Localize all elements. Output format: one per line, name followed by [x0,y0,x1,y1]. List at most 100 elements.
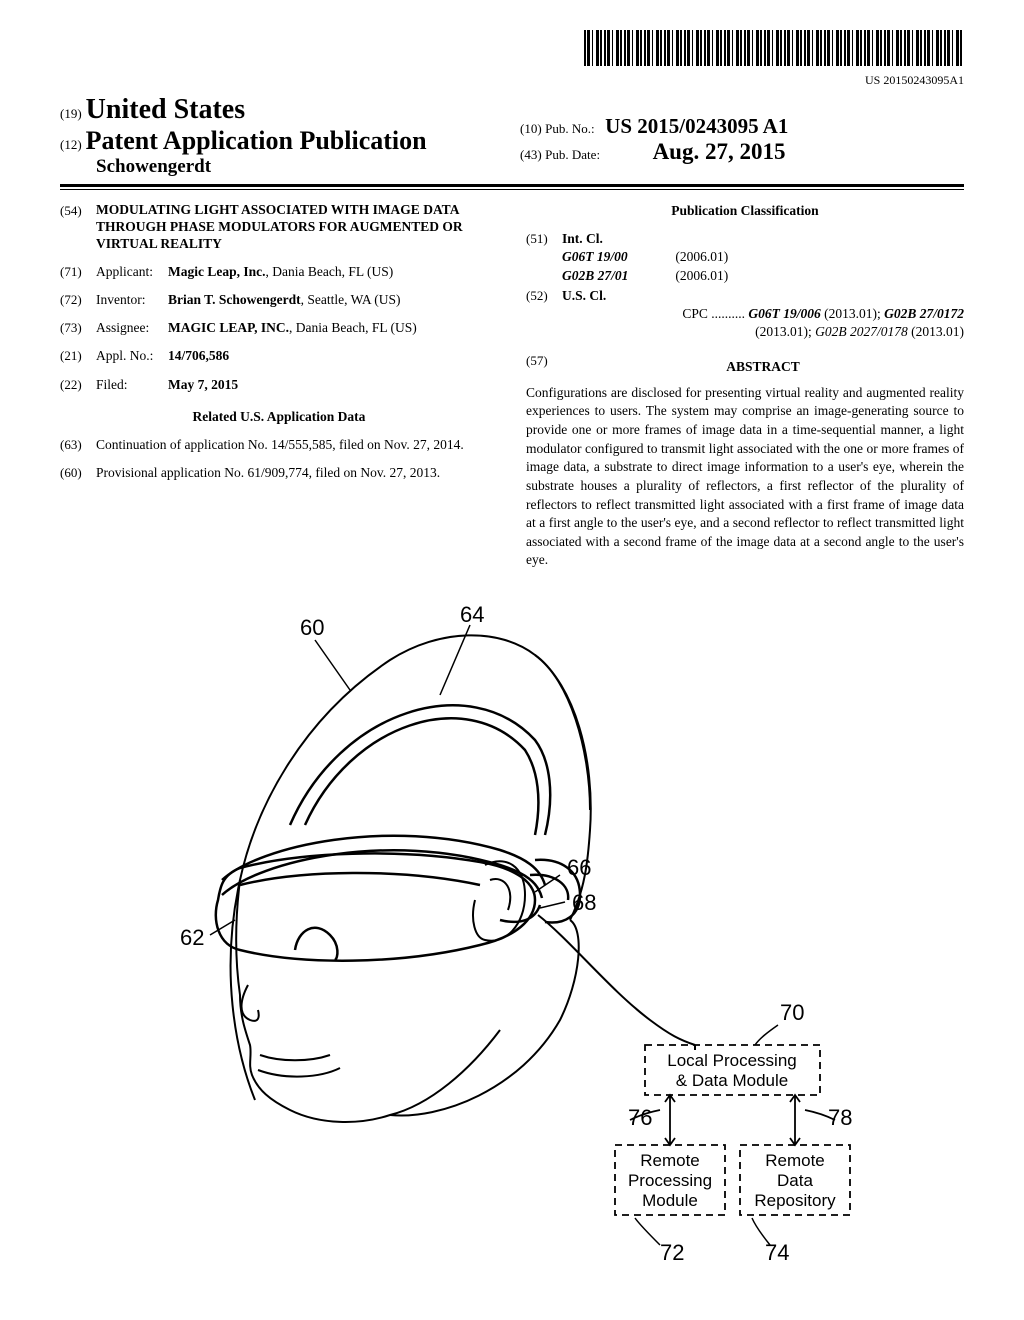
field-71: (71) Applicant: Magic Leap, Inc., Dania … [60,263,498,281]
box-remote-data: Remote Data Repository [740,1145,850,1215]
lp-line1: Local Processing [667,1051,796,1070]
cpc-prefix: CPC .......... [682,306,745,321]
pubno-line: (10) Pub. No.: US 2015/0243095 A1 [520,114,788,139]
cpc-3: G02B 2027/0178 [815,324,908,339]
applicant-rest: , Dania Beach, FL (US) [266,264,394,279]
filed-label: Filed: [96,376,168,394]
cpc-1: G06T 19/006 [748,306,820,321]
field-63: (63) Continuation of application No. 14/… [60,436,498,454]
barcode-text: US 20150243095A1 [60,73,964,88]
callout-60: 60 [300,615,324,640]
assignee-value: MAGIC LEAP, INC., Dania Beach, FL (US) [168,319,498,337]
cpc-2: G02B 27/0172 [884,306,964,321]
publication-type: Patent Application Publication [86,126,427,155]
barcode-graphic [584,30,964,66]
pubno-value: US 2015/0243095 A1 [605,114,788,138]
code-54: (54) [60,202,96,253]
left-column: (54) MODULATING LIGHT ASSOCIATED WITH IM… [60,202,498,570]
code-51: (51) [526,230,562,285]
code-57: (57) [526,352,562,384]
intcl-label: Int. Cl. [562,231,603,246]
field-60: (60) Provisional application No. 61/909,… [60,464,498,482]
abstract-header: ABSTRACT [562,358,964,376]
code-60: (60) [60,464,96,482]
callout-76: 76 [628,1105,652,1130]
author-name: Schowengerdt [60,156,964,178]
filed-bold: May 7, 2015 [168,377,238,392]
cpc-3v: (2013.01) [911,324,964,339]
country-line: (19) United States [60,94,964,126]
invention-title: MODULATING LIGHT ASSOCIATED WITH IMAGE D… [96,202,498,253]
code-19: (19) [60,106,82,121]
intcl-ver-1: (2006.01) [675,268,728,283]
abstract-text: Configurations are disclosed for present… [526,384,964,570]
code-71: (71) [60,263,96,281]
code-43: (43) [520,147,542,162]
rp-line2: Processing [628,1171,712,1190]
code-73: (73) [60,319,96,337]
assignee-rest: , Dania Beach, FL (US) [289,320,417,335]
box-remote-processing: Remote Processing Module [615,1145,725,1215]
callout-66: 66 [567,855,591,880]
cpc-1v: (2013.01); [824,306,881,321]
figure-svg: 60 64 62 66 68 70 76 78 72 74 Local [140,600,920,1280]
pubclass-header: Publication Classification [526,202,964,220]
head-outline [231,635,591,1122]
rule-thick [60,184,964,187]
applno-label: Appl. No.: [96,347,168,365]
intcl-code-0: G06T 19/00 [562,248,672,266]
rp-line3: Module [642,1191,698,1210]
pubdate-value: Aug. 27, 2015 [653,139,786,164]
applno-bold: 14/706,586 [168,348,229,363]
applno-value: 14/706,586 [168,347,498,365]
cpc-line-1: CPC .......... G06T 19/006 (2013.01); G0… [562,305,964,323]
code-52: (52) [526,287,562,342]
code-12: (12) [60,137,82,152]
lp-line2: & Data Module [676,1071,788,1090]
field-54: (54) MODULATING LIGHT ASSOCIATED WITH IM… [60,202,498,253]
leader-lines [210,625,565,935]
inventor-label: Inventor: [96,291,168,309]
connectors [630,1095,835,1145]
continuation-text: Continuation of application No. 14/555,5… [96,436,498,454]
leaders-72-74 [635,1218,770,1245]
patent-figure: 60 64 62 66 68 70 76 78 72 74 Local [140,600,920,1280]
rd-line1: Remote [765,1151,825,1170]
headset-outline [216,705,580,960]
code-22: (22) [60,376,96,394]
barcode-block: US 20150243095A1 [60,30,964,88]
filed-value: May 7, 2015 [168,376,498,394]
cpc-2v: (2013.01); [755,324,812,339]
applicant-name: Magic Leap, Inc. [168,264,266,279]
biblio-columns: (54) MODULATING LIGHT ASSOCIATED WITH IM… [60,202,964,570]
country-name: United States [86,94,245,125]
uscl-label: U.S. Cl. [562,288,606,303]
pubtype-line: (12) Patent Application Publication [60,126,964,156]
field-72: (72) Inventor: Brian T. Schowengerdt, Se… [60,291,498,309]
callout-68: 68 [572,890,596,915]
assignee-label: Assignee: [96,319,168,337]
tether-line [538,915,695,1050]
inventor-value: Brian T. Schowengerdt, Seattle, WA (US) [168,291,498,309]
code-21: (21) [60,347,96,365]
field-57: (57) ABSTRACT [526,352,964,384]
cpc-line-2: (2013.01); G02B 2027/0178 (2013.01) [562,323,964,341]
field-73: (73) Assignee: MAGIC LEAP, INC., Dania B… [60,319,498,337]
code-63: (63) [60,436,96,454]
header-right: (10) Pub. No.: US 2015/0243095 A1 (43) P… [520,114,788,165]
figure-callouts: 60 64 62 66 68 70 76 78 72 74 [180,602,852,1265]
field-21: (21) Appl. No.: 14/706,586 [60,347,498,365]
field-22: (22) Filed: May 7, 2015 [60,376,498,394]
assignee-name: MAGIC LEAP, INC. [168,320,289,335]
applicant-label: Applicant: [96,263,168,281]
inventor-name: Brian T. Schowengerdt [168,292,301,307]
pubno-label: Pub. No.: [545,121,594,136]
header-block: (19) United States (12) Patent Applicati… [60,94,964,178]
rd-line2: Data [777,1171,813,1190]
code-72: (72) [60,291,96,309]
callout-64: 64 [460,602,484,627]
pubdate-line: (43) Pub. Date: Aug. 27, 2015 [520,139,788,165]
related-apps-header: Related U.S. Application Data [60,408,498,426]
applicant-value: Magic Leap, Inc., Dania Beach, FL (US) [168,263,498,281]
field-52: (52) U.S. Cl. CPC .......... G06T 19/006… [526,287,964,342]
